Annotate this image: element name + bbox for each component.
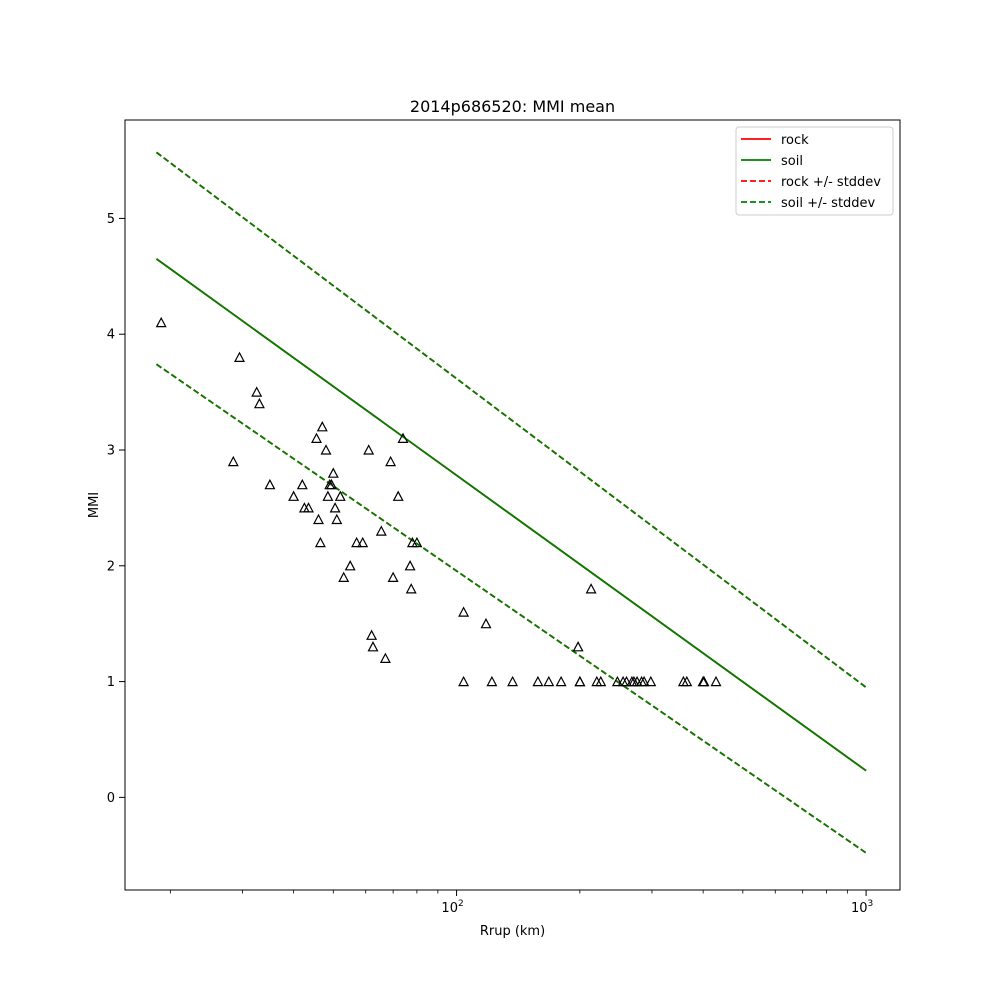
observation-point	[314, 536, 326, 548]
observation-point	[322, 490, 334, 501]
observation-point	[555, 675, 567, 687]
observation-point	[385, 455, 397, 467]
observation-point	[621, 675, 632, 687]
y-tick-label: 5	[107, 212, 115, 227]
observation-point	[264, 478, 276, 490]
observation-point	[234, 351, 245, 362]
observation-point	[326, 478, 337, 490]
observation-point	[458, 675, 470, 687]
observation-point	[458, 606, 470, 617]
y-tick-label: 0	[107, 791, 115, 806]
observation-point	[392, 490, 404, 501]
observation-point	[638, 675, 650, 687]
observation-point	[351, 536, 363, 548]
observation-point	[251, 386, 263, 397]
observation-point	[288, 490, 300, 501]
observation-point	[303, 502, 314, 513]
observation-point	[366, 629, 378, 640]
y-tick-label: 2	[107, 559, 115, 574]
observation-point	[710, 675, 722, 687]
soil-stddev-line-upper	[155, 151, 867, 689]
legend-label-soil-stddev: soil +/- stddev	[781, 196, 876, 211]
observation-point	[375, 525, 387, 536]
observation-point	[574, 675, 586, 687]
observation-point	[329, 502, 341, 513]
observation-point	[253, 397, 265, 409]
legend-label-soil: soil	[781, 154, 803, 169]
observation-point	[397, 432, 409, 443]
observation-point	[379, 652, 391, 664]
observation-point	[313, 513, 324, 525]
observation-point	[411, 536, 423, 548]
observation-point	[645, 675, 657, 687]
observation-point	[507, 675, 519, 687]
observation-point	[405, 583, 417, 594]
observation-point	[698, 675, 710, 687]
observation-point	[311, 432, 322, 443]
y-tick-label: 3	[107, 444, 115, 459]
observation-point	[585, 583, 597, 594]
observation-point	[334, 490, 346, 501]
observation-point	[486, 675, 498, 687]
chart-title: 2014p686520: MMI mean	[410, 97, 615, 116]
plot-content	[155, 151, 867, 854]
observation-point	[357, 536, 369, 548]
y-tick-label: 4	[107, 328, 115, 343]
legend-label-rock-stddev: rock +/- stddev	[781, 175, 881, 190]
observation-point	[367, 641, 379, 652]
observation-point	[387, 571, 399, 583]
observation-point	[296, 478, 308, 490]
observation-point	[572, 641, 584, 652]
y-tick-label: 1	[107, 675, 115, 690]
observation-point	[480, 617, 492, 629]
soil-line	[155, 258, 867, 772]
legend-box	[735, 126, 894, 216]
observation-point	[532, 675, 544, 687]
observation-point	[316, 421, 328, 432]
observation-point	[681, 675, 693, 687]
observation-point	[344, 560, 356, 571]
plot-frame	[124, 119, 901, 891]
legend-label-rock: rock	[781, 133, 809, 148]
observation-point	[611, 675, 623, 687]
observation-point	[595, 675, 607, 687]
legend: rock soil rock +/- stddev soil +/- stddev	[735, 126, 894, 216]
observation-point	[363, 444, 375, 455]
observation-point	[327, 467, 339, 478]
observation-point	[227, 455, 239, 467]
observation-point	[404, 560, 416, 571]
y-axis: 0 1 2 3 4 5	[107, 212, 125, 806]
observation-point	[155, 316, 167, 328]
observation-point	[331, 513, 343, 525]
y-axis-label: MMI	[87, 492, 102, 518]
x-axis-label: Rrup (km)	[480, 924, 545, 939]
observation-point	[320, 444, 332, 455]
observation-point	[338, 571, 350, 583]
observation-point	[543, 675, 555, 687]
